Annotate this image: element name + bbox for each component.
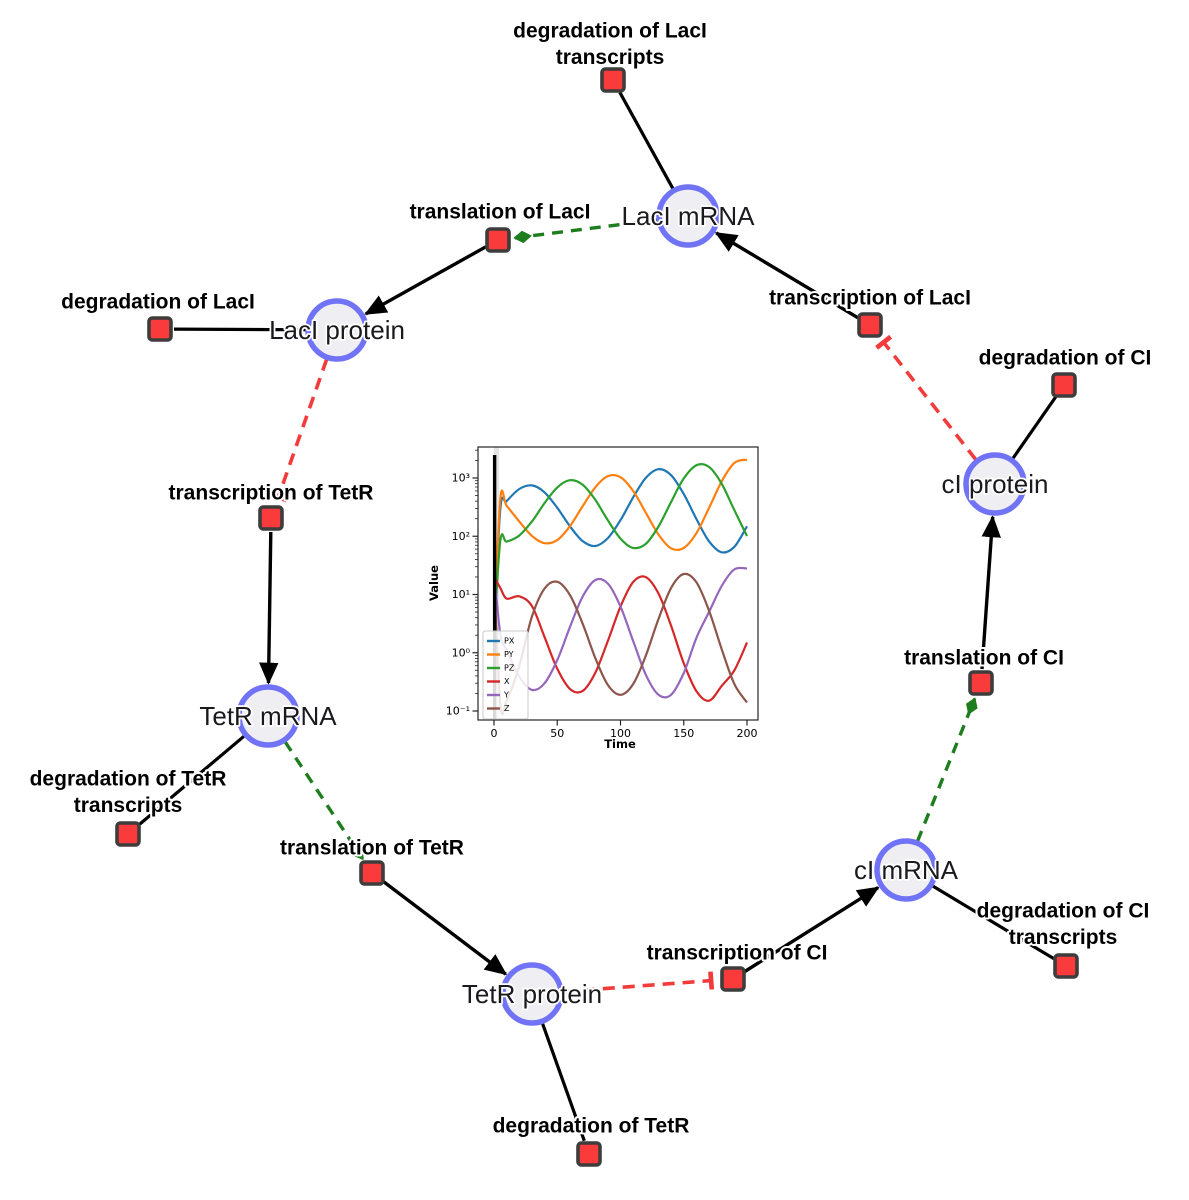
species-node-laci-protein[interactable] bbox=[305, 298, 369, 362]
reaction-label-degradation-of-tetr-transcripts-line-1: transcripts bbox=[74, 794, 183, 817]
reaction-label-translation-of-ci-line-0: translation of CI bbox=[904, 647, 1064, 670]
consumption-edge-tetr-mrna-to-degradation-of-tetr-transcripts bbox=[137, 734, 247, 827]
production-edge-translation-of-tetr-to-tetr-protein bbox=[382, 880, 508, 976]
legend-label-Z: Z bbox=[504, 704, 510, 713]
reaction-node-degradation-of-tetr-transcripts[interactable] bbox=[115, 821, 141, 847]
consumption-edge-laci-mrna-to-degradation-of-laci-transcripts bbox=[618, 91, 675, 191]
node-layer bbox=[115, 67, 1079, 1167]
inset-timecourse-chart: 0 50 100 150 200 10⁻¹ 10⁰ 10¹ 10² 10³ Time Value PX P… bbox=[427, 446, 759, 751]
reaction-node-degradation-of-laci[interactable] bbox=[147, 316, 173, 342]
inhibition-edge-laci-protein-to-transcription-of-tetr bbox=[269, 358, 329, 503]
series-line-Z bbox=[492, 572, 748, 716]
species-label-laci-protein: LacI protein bbox=[269, 315, 405, 345]
series-line-PY bbox=[492, 458, 748, 636]
modifier-edge-laci-mrna-to-translation-of-laci bbox=[513, 218, 658, 244]
legend-label-X: X bbox=[504, 677, 510, 686]
reaction-label-degradation-of-ci-transcripts-line-0: degradation of CI bbox=[977, 900, 1150, 923]
species-label-laci-mrna: LacI mRNA bbox=[622, 201, 756, 231]
x-axis-label: Time bbox=[604, 737, 636, 751]
x-tick-label: 200 bbox=[737, 727, 758, 740]
reaction-node-transcription-of-ci[interactable] bbox=[720, 966, 746, 992]
x-tick-label: 0 bbox=[491, 727, 498, 740]
y-axis-label: Value bbox=[427, 565, 441, 601]
y-tick-label: 10² bbox=[452, 530, 470, 543]
reaction-label-degradation-of-ci-line-0: degradation of CI bbox=[979, 347, 1152, 370]
plot-frame bbox=[477, 446, 759, 721]
consumption-edge-laci-protein-to-degradation-of-laci bbox=[173, 327, 308, 332]
reaction-node-degradation-of-ci-transcripts[interactable] bbox=[1053, 953, 1079, 979]
species-label-ci-mrna: cI mRNA bbox=[854, 855, 959, 885]
reaction-label-degradation-of-laci-line-0: degradation of LacI bbox=[61, 291, 255, 314]
production-edge-transcription-of-laci-to-laci-mrna bbox=[714, 231, 859, 320]
consumption-edge-ci-protein-to-degradation-of-ci bbox=[1010, 395, 1058, 461]
reaction-node-translation-of-ci[interactable] bbox=[968, 670, 994, 696]
y-tick-label: 10⁰ bbox=[452, 646, 471, 659]
reaction-label-degradation-of-laci-transcripts-line-0: degradation of LacI bbox=[513, 20, 707, 43]
reaction-node-transcription-of-tetr[interactable] bbox=[258, 505, 284, 531]
y-tick-label: 10⁻¹ bbox=[446, 705, 470, 718]
reaction-label-translation-of-laci-line-0: translation of LacI bbox=[410, 201, 591, 224]
species-node-ci-mrna[interactable] bbox=[874, 838, 938, 902]
production-edge-translation-of-laci-to-laci-protein bbox=[364, 245, 487, 316]
reaction-label-degradation-of-tetr-transcripts-line-0: degradation of TetR bbox=[30, 768, 227, 791]
production-edge-transcription-of-ci-to-ci-mrna bbox=[743, 886, 880, 973]
species-node-tetr-mrna[interactable] bbox=[236, 684, 300, 748]
inhibition-edge-tetr-protein-to-transcription-of-ci bbox=[562, 971, 715, 994]
reaction-node-degradation-of-laci-transcripts[interactable] bbox=[600, 67, 626, 93]
series-line-PX bbox=[492, 468, 748, 636]
reaction-label-degradation-of-ci-transcripts-line-1: transcripts bbox=[1009, 926, 1118, 949]
production-edge-transcription-of-tetr-to-tetr-mrna bbox=[259, 531, 279, 685]
species-node-laci-mrna[interactable] bbox=[656, 184, 720, 248]
inhibition-edge-ci-protein-to-transcription-of-laci bbox=[875, 334, 978, 461]
legend-box bbox=[482, 630, 529, 720]
consumption-edge-ci-mrna-to-degradation-of-ci-transcripts bbox=[930, 884, 1055, 961]
reaction-node-degradation-of-tetr[interactable] bbox=[576, 1141, 602, 1167]
reaction-label-degradation-of-laci-transcripts-line-1: transcripts bbox=[556, 46, 665, 69]
series-line-PZ bbox=[492, 462, 748, 636]
y-tick-label: 10³ bbox=[452, 472, 470, 485]
consumption-edge-tetr-protein-to-degradation-of-tetr bbox=[540, 1021, 586, 1142]
reaction-label-transcription-of-tetr-line-0: transcription of TetR bbox=[169, 482, 374, 505]
species-node-tetr-protein[interactable] bbox=[500, 962, 564, 1026]
modifier-edge-ci-mrna-to-translation-of-ci bbox=[915, 697, 978, 842]
legend-label-PY: PY bbox=[504, 650, 514, 659]
reaction-label-translation-of-tetr-line-0: translation of TetR bbox=[280, 837, 464, 860]
modifier-edge-tetr-mrna-to-translation-of-tetr bbox=[283, 740, 365, 861]
species-label-tetr-mrna: TetR mRNA bbox=[199, 701, 337, 731]
series-line-X bbox=[493, 575, 749, 702]
species-label-ci-protein: cI protein bbox=[942, 469, 1049, 499]
legend-label-Y: Y bbox=[503, 691, 509, 700]
x-tick-label: 100 bbox=[610, 727, 631, 740]
reaction-node-degradation-of-ci[interactable] bbox=[1051, 372, 1077, 398]
series-line-Y bbox=[492, 566, 748, 699]
x-tick-label: 50 bbox=[550, 727, 564, 740]
legend-label-PZ: PZ bbox=[504, 664, 515, 673]
edge-layer bbox=[137, 91, 1058, 1142]
legend-label-PX: PX bbox=[504, 637, 515, 646]
reaction-label-degradation-of-tetr-line-0: degradation of TetR bbox=[493, 1115, 690, 1138]
reaction-node-transcription-of-laci[interactable] bbox=[857, 312, 883, 338]
species-node-ci-protein[interactable] bbox=[963, 452, 1027, 516]
reaction-label-transcription-of-laci-line-0: transcription of LacI bbox=[769, 287, 971, 310]
species-label-tetr-protein: TetR protein bbox=[462, 979, 602, 1009]
reaction-node-translation-of-tetr[interactable] bbox=[359, 860, 385, 886]
label-layer: degradation of LacI transcripts translatio… bbox=[28, 18, 1154, 1140]
reaction-label-transcription-of-ci-line-0: transcription of CI bbox=[647, 942, 828, 965]
reaction-node-translation-of-laci[interactable] bbox=[485, 227, 511, 253]
x-tick-label: 150 bbox=[673, 727, 694, 740]
production-edge-translation-of-ci-to-ci-protein bbox=[980, 515, 1001, 670]
y-tick-label: 10¹ bbox=[452, 588, 470, 601]
